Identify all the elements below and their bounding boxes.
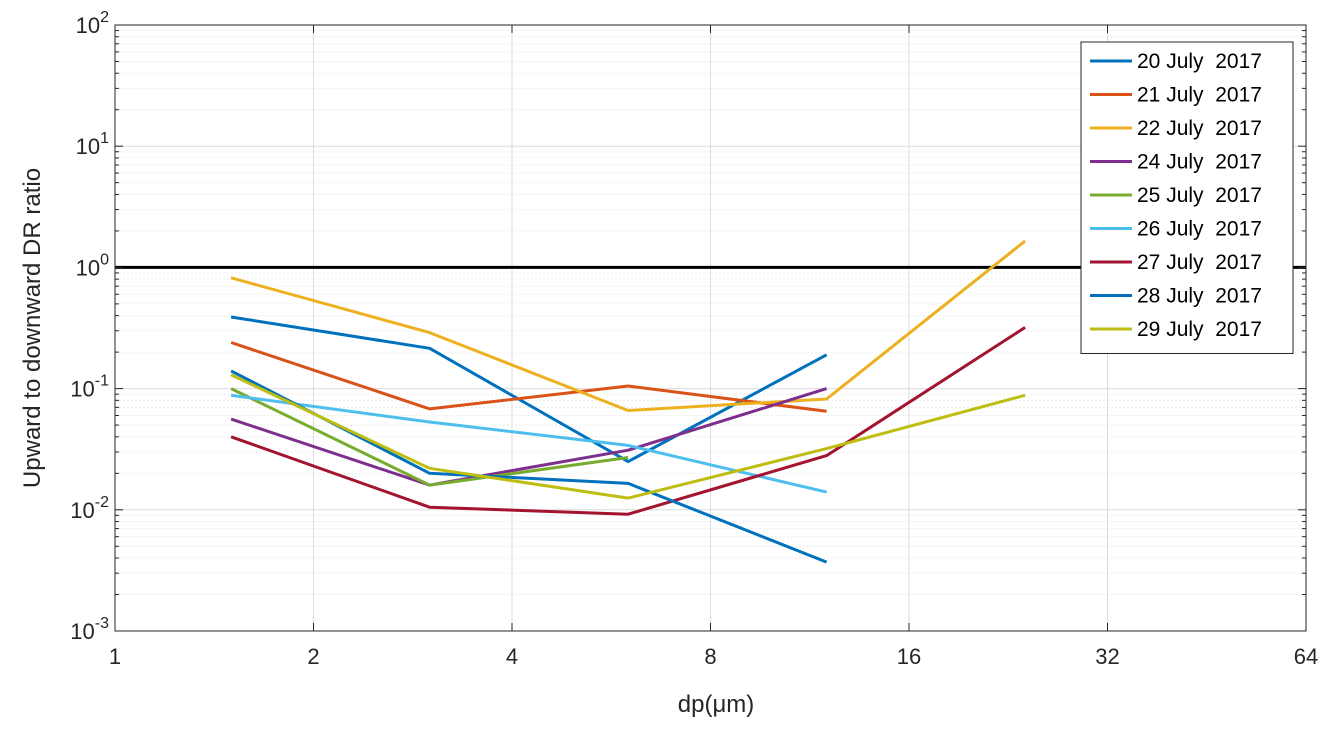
legend-label: 29 July 2017 [1137, 318, 1262, 341]
y-axis-label: Upward to downward DR ratio [19, 168, 46, 488]
y-tick-label: 10-3 [70, 615, 109, 644]
x-tick-label: 16 [897, 644, 921, 669]
series-line-7 [230, 326, 1026, 516]
x-axis-label: dp(μm) [678, 691, 755, 718]
y-tick-label: 101 [76, 130, 109, 159]
y-tick-label: 10-1 [70, 373, 109, 402]
series-group [230, 239, 1027, 564]
x-tick-label: 32 [1095, 644, 1119, 669]
x-tick-label: 1 [109, 644, 121, 669]
x-tick-label: 4 [506, 644, 518, 669]
y-tick-label: 10-2 [70, 494, 109, 523]
series-line-6 [230, 393, 827, 494]
series-line-9 [230, 373, 1026, 500]
series-line-2 [230, 341, 827, 413]
x-tick-label: 8 [704, 644, 716, 669]
legend-label: 21 July 2017 [1137, 84, 1262, 107]
legend-label: 22 July 2017 [1137, 117, 1262, 140]
legend-label: 25 July 2017 [1137, 184, 1262, 207]
legend-label: 26 July 2017 [1137, 218, 1262, 241]
legend-label: 27 July 2017 [1137, 251, 1262, 274]
y-tick-label: 102 [76, 9, 109, 38]
legend-label: 20 July 2017 [1137, 50, 1262, 73]
axis-ticks [114, 24, 1307, 632]
legend-label: 28 July 2017 [1137, 285, 1262, 308]
series-line-3 [230, 239, 1027, 412]
series-line-5 [230, 387, 629, 487]
series-line-1 [230, 315, 828, 464]
series-line-4 [230, 387, 828, 487]
y-tick-label: 100 [76, 251, 109, 280]
x-tick-label: 64 [1294, 644, 1318, 669]
x-tick-labels: 1 2 4 8 16 32 64 [109, 644, 1318, 669]
legend-label: 24 July 2017 [1137, 151, 1262, 174]
y-tick-labels: 10-3 10-2 10-1 100 101 102 [70, 9, 109, 644]
legend[interactable]: 20 July 2017 21 July 2017 22 July 2017 24 J… [1080, 41, 1294, 354]
x-tick-label: 2 [307, 644, 319, 669]
